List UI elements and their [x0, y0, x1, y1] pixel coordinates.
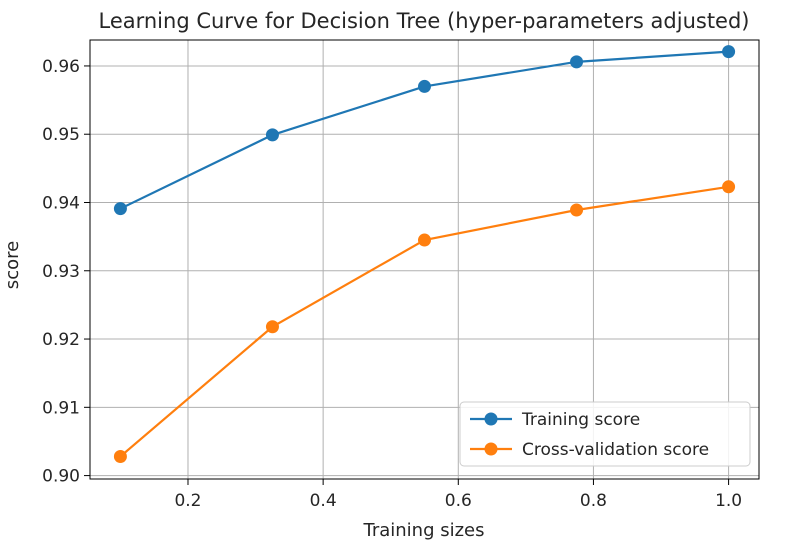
y-tick-label: 0.96: [42, 57, 80, 77]
legend-label: Cross-validation score: [522, 440, 709, 460]
legend-swatch-marker: [484, 442, 498, 456]
legend-swatch-marker: [484, 412, 498, 426]
axis-ticks: 0.2 0.4 0.6 0.8 1.0 0.90 0.91 0.92 0.93 0.94 0.95 0…: [42, 57, 742, 511]
y-tick-label: 0.95: [42, 125, 80, 145]
y-axis-label: score: [2, 241, 23, 289]
legend-box: [459, 401, 751, 467]
x-axis-label: Training sizes: [362, 520, 484, 541]
series-2-point: [722, 180, 736, 194]
x-tick-label: 1.0: [715, 491, 742, 511]
chart-title: Learning Curve for Decision Tree (hyper-…: [98, 9, 749, 33]
series-2-point: [265, 320, 279, 334]
x-tick-label: 0.4: [310, 491, 337, 511]
y-tick-label: 0.94: [42, 193, 80, 213]
legend-label: Training score: [521, 410, 640, 430]
y-tick-label: 0.90: [42, 467, 80, 487]
series-2-point: [570, 203, 584, 217]
x-tick-label: 0.8: [580, 491, 607, 511]
series-1-point: [570, 55, 584, 69]
series-2-point: [113, 449, 127, 463]
series-layer: [113, 45, 736, 463]
plot-area-frame: [89, 39, 760, 480]
grid-lines: [90, 40, 759, 479]
legend: Training score Cross-validation score: [459, 401, 751, 467]
x-tick-label: 0.2: [174, 491, 201, 511]
series-1-point: [265, 128, 279, 142]
y-tick-label: 0.93: [42, 262, 80, 282]
series-line-1: [119, 50, 729, 210]
y-tick-label: 0.91: [42, 398, 80, 418]
series-2-point: [418, 233, 431, 247]
x-tick-label: 0.6: [445, 491, 472, 511]
series-1-point: [722, 45, 736, 59]
series-1-point: [418, 79, 431, 93]
y-tick-label: 0.92: [42, 330, 80, 350]
series-1-point: [113, 202, 127, 216]
